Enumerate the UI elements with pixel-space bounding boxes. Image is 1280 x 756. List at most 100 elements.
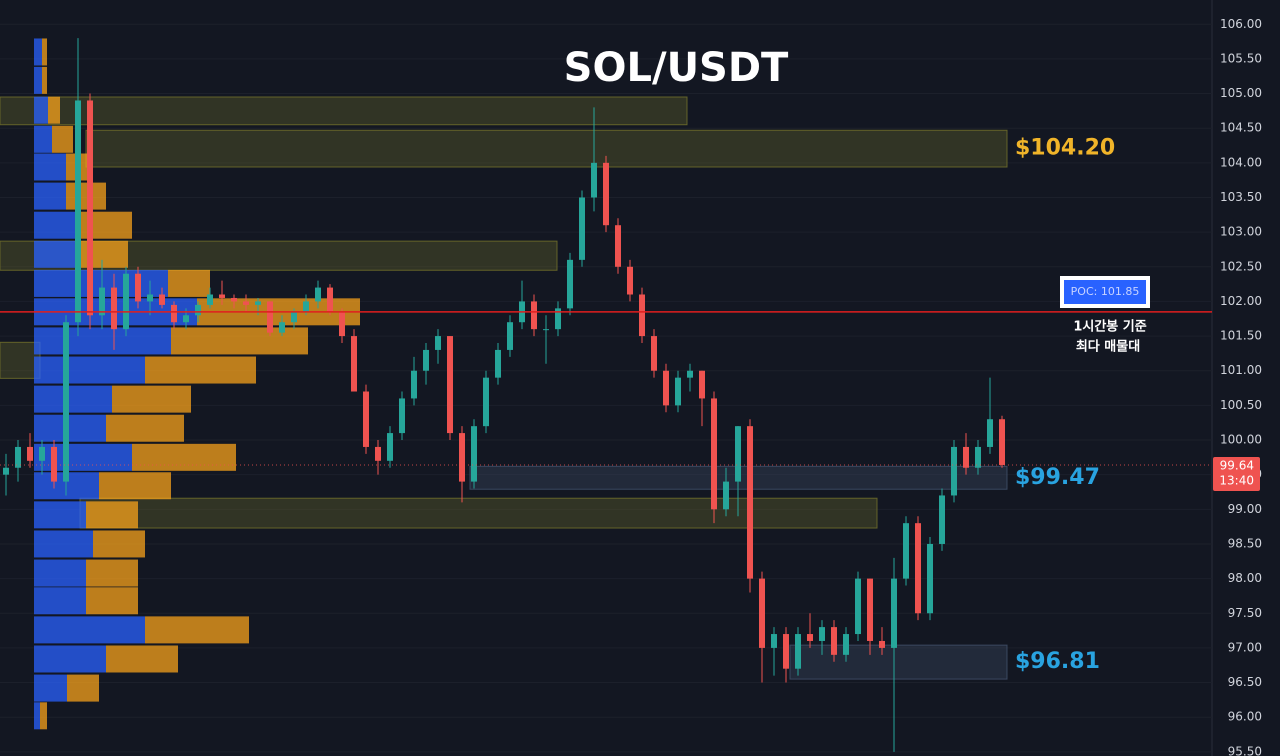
candle-body [207, 294, 213, 305]
candle-body [171, 304, 177, 323]
candle-body [471, 426, 477, 482]
profile-sell [48, 96, 60, 124]
candle-body [651, 336, 657, 371]
profile-buy [34, 501, 86, 529]
candle-body [975, 446, 981, 468]
candle-body [807, 634, 813, 641]
zone [79, 497, 878, 529]
candle-body [51, 446, 57, 482]
y-tick-label: 98.50 [1228, 536, 1262, 550]
candle-body [483, 377, 489, 427]
profile-buy [34, 153, 66, 181]
candle-body [303, 301, 309, 312]
candle-body [579, 197, 585, 260]
candle-body [555, 308, 561, 330]
profile-sell [42, 38, 47, 66]
profile-sell [106, 414, 184, 442]
candle-body [567, 259, 573, 309]
profile-buy [34, 674, 67, 702]
y-tick-label: 97.00 [1228, 640, 1262, 654]
profile-buy [34, 356, 145, 384]
candle-body [111, 287, 117, 330]
candle-body [159, 294, 165, 305]
annotation: 1시간봉 기준 [1073, 319, 1146, 335]
price-tag [1213, 456, 1260, 491]
profile-buy [34, 559, 86, 587]
grid [1211, 0, 1213, 756]
candle-body [759, 578, 765, 648]
profile-buy [34, 211, 78, 239]
candle-body [675, 377, 681, 406]
candle-body [711, 398, 717, 510]
profile-sell [171, 327, 308, 355]
profile-sell [145, 356, 256, 384]
candle-body [783, 634, 789, 669]
profile-buy [34, 645, 106, 673]
y-tick-label: 101.00 [1220, 363, 1262, 377]
candle-body [591, 162, 597, 198]
candle-body [123, 273, 129, 330]
candle-body [183, 315, 189, 323]
volume-profile [34, 38, 360, 730]
profile-buy [34, 240, 80, 268]
candle-body [135, 273, 141, 302]
candle-body [603, 162, 609, 226]
candle-body [543, 329, 549, 331]
y-tick-label: 102.00 [1220, 294, 1262, 308]
profile-buy [34, 702, 40, 730]
y-tick-label: 104.00 [1220, 155, 1262, 169]
candle-body [879, 640, 885, 648]
candle-body [39, 446, 45, 461]
candle-body [963, 446, 969, 468]
candle-body [915, 523, 921, 614]
poc-box-inner [1064, 280, 1146, 304]
candle-body [291, 311, 297, 323]
candle-body [255, 301, 261, 305]
y-tick-label: 105.50 [1220, 51, 1262, 65]
candle-body [639, 294, 645, 337]
profile-sell [40, 702, 47, 730]
candle-body [891, 578, 897, 648]
profile-sell [86, 501, 138, 529]
candles [3, 38, 1005, 752]
profile-sell [106, 645, 178, 673]
candle-body [75, 100, 81, 323]
profile-buy [34, 616, 145, 644]
price-tag-label: 99.64 [1220, 458, 1254, 472]
y-tick-label: 95.50 [1228, 744, 1262, 756]
candle-body [27, 446, 33, 461]
y-tick-label: 104.50 [1220, 121, 1262, 135]
candle-body [279, 322, 285, 333]
y-tick-label: 96.00 [1228, 710, 1262, 724]
profile-sell [168, 269, 210, 297]
candle-body [231, 297, 237, 302]
candle-body [531, 301, 537, 330]
candle-body [375, 446, 381, 461]
y-tick-label: 100.50 [1220, 398, 1262, 412]
profile-sell [66, 182, 106, 210]
y-tick-label: 97.50 [1228, 606, 1262, 620]
zones [0, 96, 1008, 680]
profile-buy [34, 443, 132, 471]
candle-body [951, 446, 957, 496]
candle-body [411, 370, 417, 399]
y-tick-label: 100.00 [1220, 433, 1262, 447]
candle-body [423, 349, 429, 371]
profile-sell [78, 211, 132, 239]
y-tick-label: 101.50 [1220, 329, 1262, 343]
candle-body [795, 634, 801, 669]
candle-body [267, 301, 273, 333]
candle-body [723, 481, 729, 510]
candle-body [855, 578, 861, 635]
annotation: 최다 매물대 [1076, 339, 1140, 355]
profile-buy [34, 38, 42, 66]
profile-sell [86, 587, 138, 615]
candle-body [363, 391, 369, 447]
profile-sell [132, 443, 236, 471]
candle-body [63, 322, 69, 482]
profile-buy [34, 414, 106, 442]
zone-label: $96.81 [1015, 649, 1100, 674]
candle-body [195, 304, 201, 316]
profile-sell [99, 472, 171, 500]
